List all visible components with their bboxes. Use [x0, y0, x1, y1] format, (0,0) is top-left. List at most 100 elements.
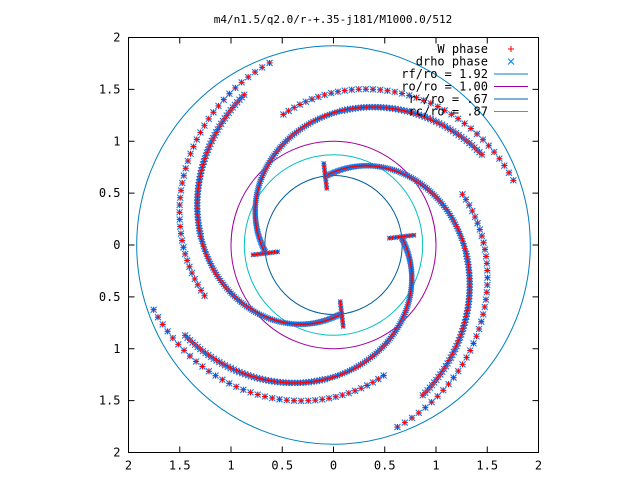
w-point	[193, 136, 200, 143]
w-point	[462, 196, 469, 203]
w-point	[469, 208, 476, 215]
w-point	[450, 374, 457, 381]
w-point	[419, 392, 426, 399]
x-tick-label: 1.5	[476, 459, 498, 473]
w-point	[413, 94, 420, 101]
w-point	[480, 239, 487, 246]
w-point	[182, 165, 189, 172]
w-point	[184, 158, 191, 165]
legend-label: drho phase	[416, 55, 488, 69]
w-point	[334, 88, 341, 95]
w-point	[177, 194, 184, 201]
y-tick-label: 1	[113, 134, 120, 148]
w-point	[364, 382, 371, 389]
w-point	[254, 391, 261, 398]
w-point	[182, 250, 189, 257]
w-point	[241, 91, 248, 98]
w-point	[481, 303, 488, 310]
w-point	[478, 318, 485, 325]
w-point	[240, 386, 247, 393]
w-point	[352, 387, 359, 394]
w-point	[269, 395, 276, 402]
x-tick-label: 1	[432, 459, 439, 473]
w-point	[283, 397, 290, 404]
y-tick-label: 1.5	[99, 394, 121, 408]
w-point	[422, 404, 429, 411]
y-tick-label: 0.5	[99, 290, 121, 304]
w-point	[467, 347, 474, 354]
w-point	[474, 220, 481, 227]
w-point	[302, 98, 309, 105]
w-point	[483, 260, 490, 267]
w-point	[461, 120, 468, 127]
w-point	[233, 383, 240, 390]
w-point	[408, 414, 415, 421]
w-point	[179, 237, 186, 244]
w-point	[467, 125, 474, 132]
w-point	[326, 395, 333, 402]
y-tick-label: 0	[113, 238, 120, 252]
w-point	[358, 385, 365, 392]
w-point	[176, 209, 183, 216]
w-point	[485, 142, 492, 149]
w-point	[484, 267, 491, 274]
x-tick-label: 0.5	[271, 459, 293, 473]
w-point	[198, 287, 205, 294]
x-tick-label: 0	[330, 459, 337, 473]
w-point	[463, 354, 470, 361]
w-point	[190, 143, 197, 150]
legend-label: W phase	[437, 42, 488, 56]
y-tick-label: 1	[113, 342, 120, 356]
chart-title: m4/n1.5/q2.0/r-+.35-j181/M1000.0/512	[214, 13, 452, 26]
w-point	[199, 363, 206, 370]
w-point	[483, 289, 490, 296]
w-point	[197, 129, 204, 136]
w-point	[212, 372, 219, 379]
w-point	[411, 232, 417, 238]
reference-circle	[230, 140, 437, 350]
w-point	[394, 424, 401, 431]
w-point	[369, 379, 376, 386]
w-point	[476, 226, 483, 233]
w-point	[328, 90, 335, 97]
w-point	[501, 162, 508, 169]
axes: 2 1.5 1 0.5 0 0.5 1 1.5 221.510.500.511.52	[99, 31, 542, 473]
w-point	[201, 122, 208, 129]
reference-circle	[243, 154, 424, 336]
w-point	[472, 214, 479, 220]
legend-label: ro/ro = 1.00	[401, 80, 488, 94]
w-point	[290, 397, 297, 404]
w-point	[483, 253, 490, 260]
w-point	[177, 230, 184, 237]
w-point	[245, 74, 252, 81]
w-point	[159, 321, 166, 328]
w-point	[455, 368, 462, 375]
w-point	[440, 387, 447, 394]
w-point	[420, 97, 427, 104]
x-tick-label: 1.5	[169, 459, 191, 473]
w-point	[375, 376, 382, 383]
w-point	[184, 257, 191, 264]
w-point	[232, 84, 239, 91]
w-point	[380, 372, 387, 379]
w-point	[345, 390, 352, 397]
legend-label: rf/ro = 1.92	[401, 67, 488, 81]
w-point	[362, 86, 369, 93]
w-point	[484, 281, 491, 288]
y-tick-label: 1.5	[99, 82, 121, 96]
w-point	[188, 270, 195, 276]
reference-circle	[136, 45, 531, 445]
w-point	[445, 381, 452, 388]
w-point	[391, 88, 398, 95]
x-tick-label: 2	[535, 459, 542, 473]
w-point	[415, 409, 422, 416]
w-point	[238, 79, 245, 86]
w-point	[510, 177, 517, 184]
w-point	[348, 86, 355, 93]
w-point	[247, 389, 254, 396]
w-point	[305, 397, 312, 404]
w-point	[150, 306, 157, 313]
w-point	[482, 296, 489, 303]
legend-plus-marker	[508, 46, 514, 52]
w-point	[187, 150, 194, 157]
